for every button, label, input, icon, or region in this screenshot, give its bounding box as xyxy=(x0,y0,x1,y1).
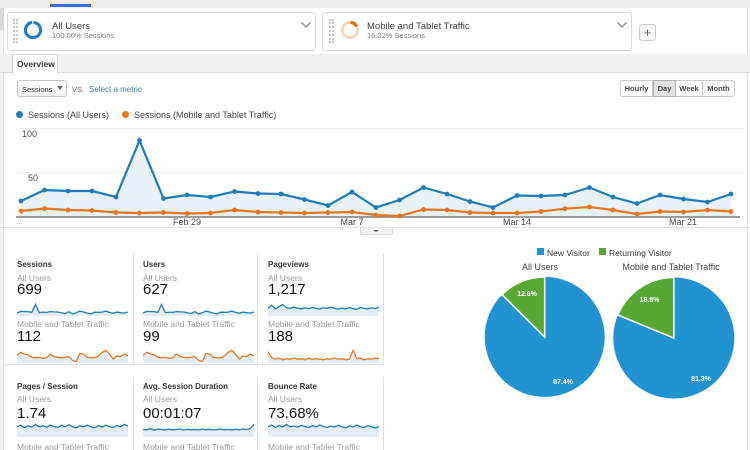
svg-text:50: 50 xyxy=(28,173,38,183)
svg-text:12.6%: 12.6% xyxy=(517,291,538,298)
svg-text:81.3%: 81.3% xyxy=(691,376,712,383)
svg-text:Mar 21: Mar 21 xyxy=(669,217,697,227)
svg-text:87.4%: 87.4% xyxy=(553,379,574,386)
svg-text:Mar 14: Mar 14 xyxy=(503,217,531,227)
svg-text:18.8%: 18.8% xyxy=(640,297,661,304)
svg-text:Mar 7: Mar 7 xyxy=(340,217,363,227)
svg-text:Feb 29: Feb 29 xyxy=(173,217,201,227)
svg-text:...: ... xyxy=(16,217,23,226)
svg-text:100: 100 xyxy=(22,129,37,139)
